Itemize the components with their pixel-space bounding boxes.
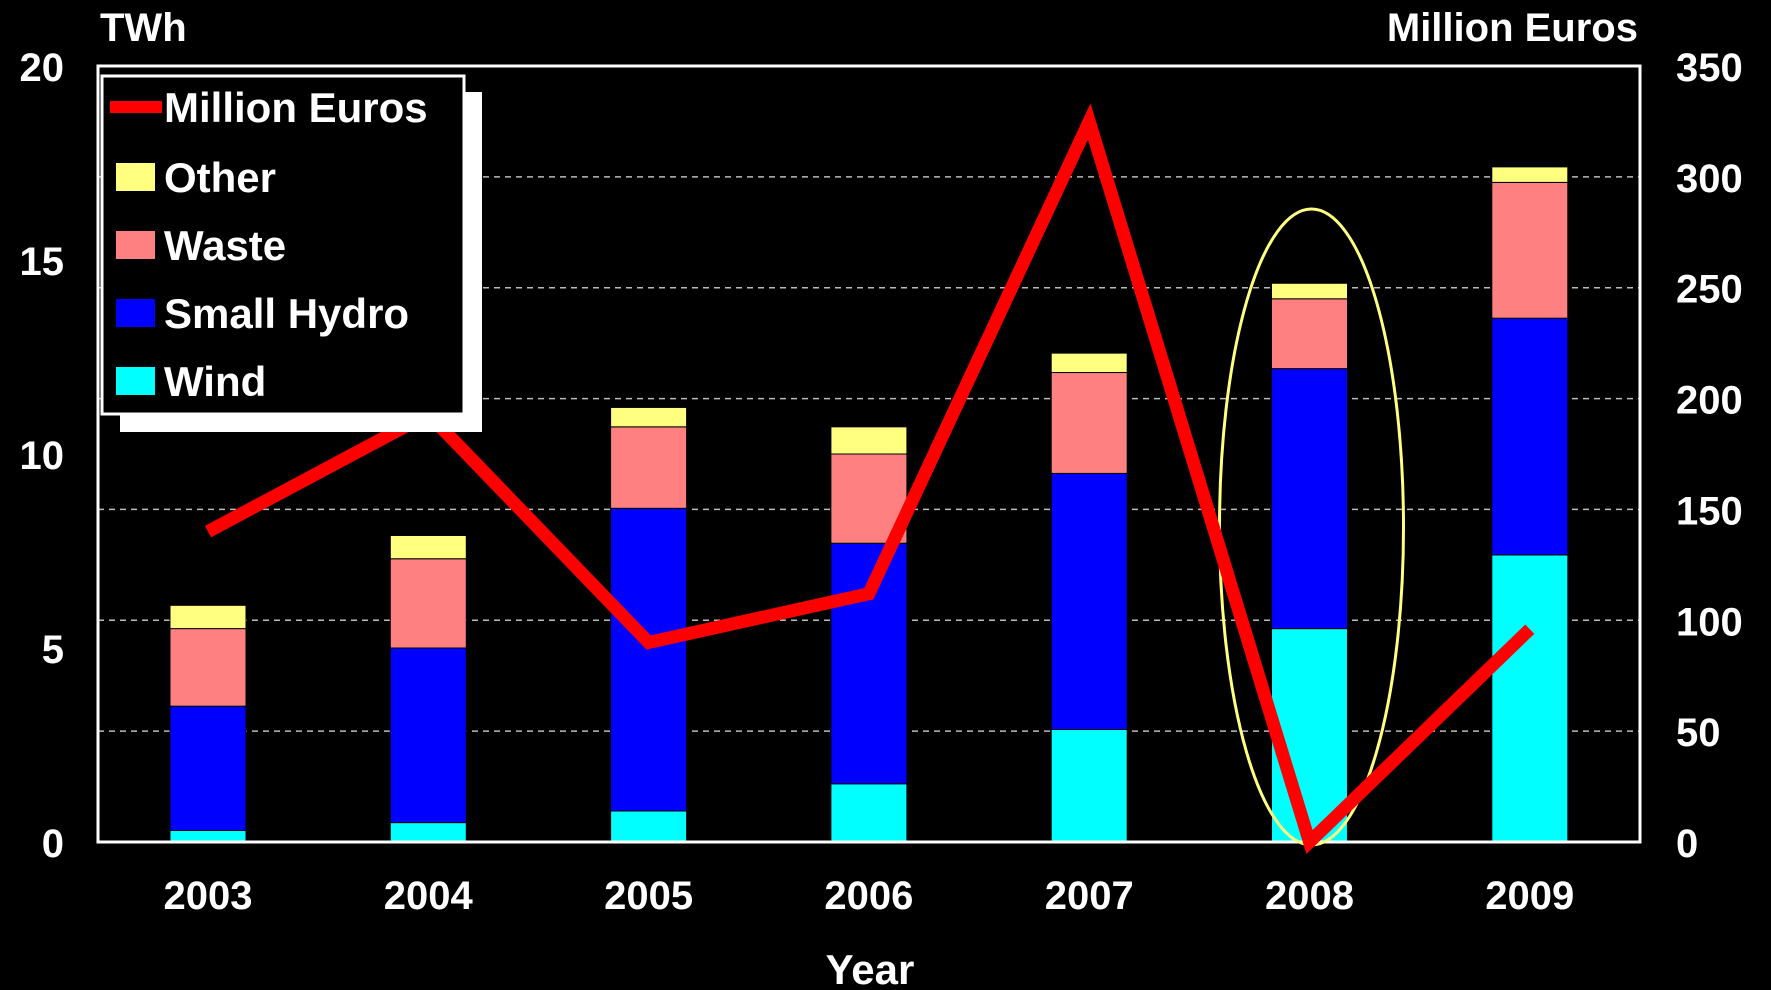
bar-waste-2009	[1491, 181, 1569, 319]
left-axis-label: TWh	[100, 6, 187, 50]
left-tick-label: 5	[42, 628, 64, 672]
bar-wind-2004	[389, 822, 467, 843]
bar-small-hydro-2008	[1271, 368, 1348, 630]
bar-wind-2003	[169, 829, 247, 843]
right-tick-label: 100	[1676, 600, 1743, 644]
legend-box	[100, 74, 466, 416]
bar-other-2009	[1491, 166, 1569, 183]
x-axis-ticks: 2003 2004 2005 2006 2007 2008 2009	[164, 874, 1575, 918]
left-axis-ticks: 0 5 10 15 20	[20, 46, 65, 866]
right-tick-label: 150	[1676, 489, 1743, 533]
bar-other-2005	[610, 406, 688, 428]
bar-waste-2003	[169, 628, 247, 707]
bar-other-2007	[1050, 352, 1128, 374]
legend: Million Euros Other Waste Small Hydro Wi…	[100, 74, 482, 432]
bar-other-2008	[1271, 282, 1348, 300]
bar-small-hydro-2007	[1050, 472, 1128, 730]
left-tick-label: 20	[20, 46, 65, 90]
x-tick-label: 2009	[1485, 874, 1574, 918]
legend-swatch-waste	[116, 231, 155, 259]
right-axis-ticks: 0 50 100 150 200 250 300 350	[1676, 46, 1743, 866]
bar-waste-2005	[610, 426, 688, 509]
left-tick-label: 15	[20, 240, 65, 284]
x-tick-label: 2003	[164, 874, 253, 918]
bar-small-hydro-2003	[169, 705, 247, 831]
bar-waste-2008	[1271, 298, 1348, 370]
bar-other-2003	[169, 604, 247, 630]
bar-small-hydro-2005	[610, 507, 688, 812]
right-tick-label: 250	[1676, 268, 1743, 312]
x-axis-label: Year	[826, 946, 915, 990]
right-tick-label: 0	[1676, 822, 1698, 866]
bar-wind-2005	[610, 810, 688, 843]
x-tick-label: 2006	[824, 874, 913, 918]
legend-label-small-hydro: Small Hydro	[164, 290, 409, 337]
bar-other-2006	[830, 426, 908, 455]
right-tick-label: 200	[1676, 379, 1743, 423]
legend-label-waste: Waste	[164, 222, 286, 269]
legend-swatch-wind	[116, 367, 155, 395]
x-tick-label: 2008	[1265, 874, 1354, 918]
legend-swatch-other	[116, 163, 155, 191]
x-tick-label: 2004	[384, 874, 474, 918]
bar-small-hydro-2004	[389, 647, 467, 824]
bar-wind-2007	[1050, 728, 1128, 843]
bar-waste-2007	[1050, 372, 1128, 474]
plot-area-border	[96, 64, 1642, 844]
left-tick-label: 10	[20, 434, 65, 478]
legend-swatch-small-hydro	[116, 299, 155, 327]
bar-other-2004	[389, 534, 467, 560]
bar-wind-2006	[830, 783, 908, 843]
x-tick-label: 2005	[604, 874, 693, 918]
bar-wind-2009	[1491, 554, 1569, 843]
legend-label-wind: Wind	[164, 358, 266, 405]
legend-label-other: Other	[164, 154, 276, 201]
right-tick-label: 350	[1676, 46, 1743, 90]
left-tick-label: 0	[42, 822, 64, 866]
bars	[169, 166, 1569, 843]
right-tick-label: 50	[1676, 711, 1721, 755]
right-tick-label: 300	[1676, 157, 1743, 201]
bar-waste-2004	[389, 558, 467, 649]
bar-small-hydro-2009	[1491, 317, 1569, 556]
x-tick-label: 2007	[1045, 874, 1134, 918]
right-axis-label: Million Euros	[1387, 6, 1638, 50]
legend-label-million-euros: Million Euros	[164, 84, 428, 131]
